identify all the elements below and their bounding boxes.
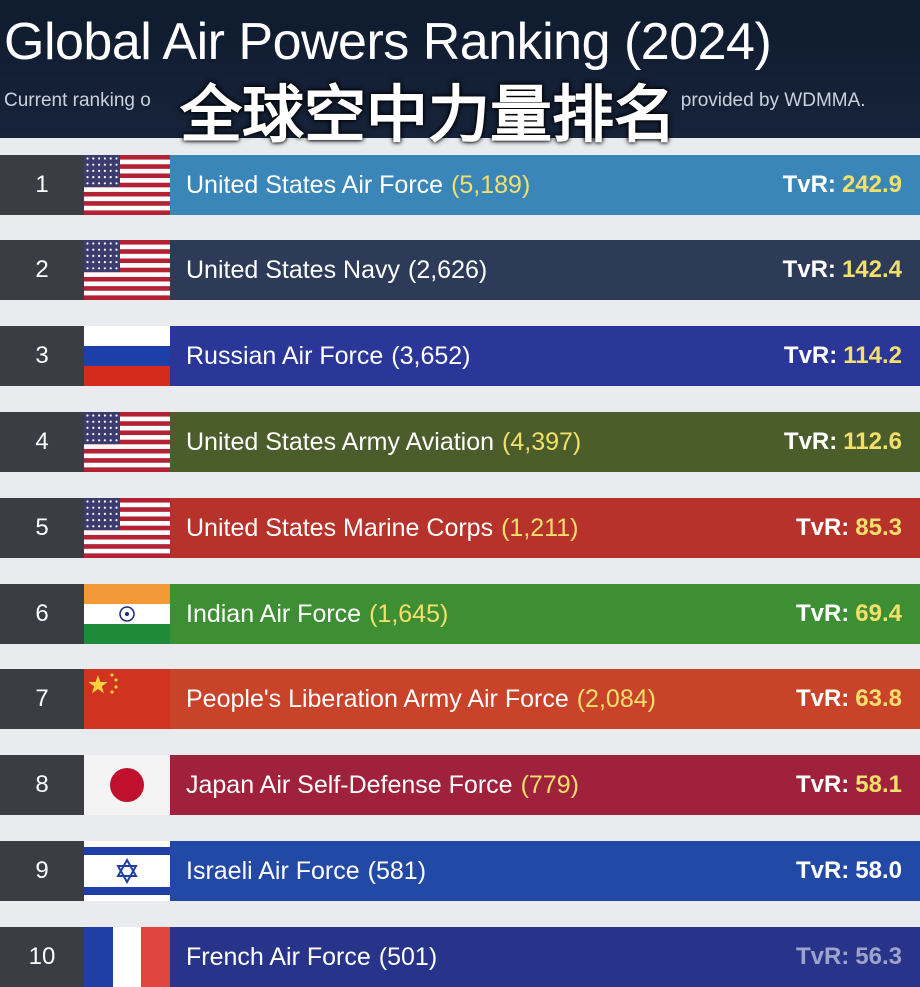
tvr-label: TvR: [783,428,838,455]
tvr-value: 114.2 [843,342,902,369]
usa-flag-icon [84,498,170,558]
air-force-name: People's Liberation Army Air Force [186,684,569,713]
tvr-value: 58.1 [855,771,902,798]
rank-number: 7 [0,669,84,729]
aircraft-count: (4,397) [502,427,582,456]
usa-flag-icon [84,155,170,215]
air-force-name: United States Air Force [186,170,444,199]
tvr-label: TvR: [782,171,836,198]
aircraft-count: (501) [378,942,438,971]
aircraft-count: (1,645) [369,599,449,628]
aircraft-count: (779) [520,770,579,799]
tvr-label: TvR: [795,943,850,970]
tvr-label: TvR: [795,600,850,627]
air-force-name: Japan Air Self-Defense Force [186,770,513,799]
aircraft-count: (2,626) [408,255,488,284]
rank-number: 3 [0,326,84,386]
ranking-row-2: 2 United States Navy (2,626) TvR: 142.4 [0,240,920,300]
china-flag-icon [84,669,170,729]
tvr-value: 58.0 [855,857,902,884]
air-force-name: United States Marine Corps [186,513,494,542]
rank-number: 9 [0,841,84,901]
tvr-score: TvR: 85.3 [796,514,902,542]
russia-flag-icon [84,326,170,386]
ranking-bar: French Air Force (501) TvR: 56.3 [170,927,920,987]
subtitle-right: provided by WDMMA. [680,90,866,111]
tvr-score: TvR: 56.3 [796,943,902,971]
rank-number: 2 [0,240,84,300]
ranking-row-7: 7 People's Liberation Army Air Force (2,… [0,669,920,729]
subtitle-left: Current ranking o [4,90,151,111]
rank-number: 10 [0,927,84,987]
tvr-score: TvR: 69.4 [796,600,902,628]
air-force-name: Israeli Air Force [186,856,360,885]
tvr-value: 112.6 [843,428,902,455]
tvr-value: 69.4 [855,600,902,627]
ranking-row-6: 6 Indian Air Force (1,645) TvR: 69.4 [0,584,920,644]
ranking-bar: United States Navy (2,626) TvR: 142.4 [170,240,920,300]
ranking-bar: Indian Air Force (1,645) TvR: 69.4 [170,584,920,644]
ranking-row-3: 3 Russian Air Force (3,652) TvR: 114.2 [0,326,920,386]
ranking-row-1: 1 United States Air Force (5,189) TvR: 24… [0,155,920,215]
tvr-value: 242.9 [841,171,902,198]
rank-number: 6 [0,584,84,644]
ranking-bar: United States Air Force (5,189) TvR: 242.… [170,155,920,215]
page-title: Global Air Powers Ranking (2024) [4,13,772,71]
ranking-row-10: 10 French Air Force (501) TvR: 56.3 [0,927,920,987]
tvr-value: 63.8 [855,685,902,712]
tvr-label: TvR: [795,771,850,798]
ranking-bar: Russian Air Force (3,652) TvR: 114.2 [170,326,920,386]
page-subtitle: Current ranking o provided by WDMMA. [4,90,866,112]
israel-flag-icon [84,841,170,901]
ranking-bar: Japan Air Self-Defense Force (779) TvR: 5… [170,755,920,815]
tvr-score: TvR: 142.4 [783,256,902,284]
tvr-label: TvR: [783,342,838,369]
france-flag-icon [84,927,170,987]
chinese-overlay-title: 全球空中力量排名 [180,78,677,151]
aircraft-count: (3,652) [391,341,471,370]
tvr-label: TvR: [795,685,850,712]
air-force-name: Russian Air Force [186,341,384,370]
rank-number: 8 [0,755,84,815]
aircraft-count: (1,211) [501,513,579,542]
rank-number: 4 [0,412,84,472]
tvr-score: TvR: 242.9 [783,171,902,199]
rank-number: 5 [0,498,84,558]
rank-number: 1 [0,155,84,215]
tvr-value: 56.3 [855,943,902,970]
usa-flag-icon [84,240,170,300]
tvr-score: TvR: 112.6 [784,428,902,456]
ranking-row-8: 8 Japan Air Self-Defense Force (779) TvR… [0,755,920,815]
air-force-name: United States Navy [186,255,400,284]
aircraft-count: (2,084) [576,684,656,713]
tvr-label: TvR: [782,256,836,283]
tvr-label: TvR: [795,514,850,541]
air-force-name: United States Army Aviation [186,427,495,456]
ranking-bar: United States Army Aviation (4,397) TvR:… [170,412,920,472]
air-force-name: Indian Air Force [186,599,362,628]
tvr-score: TvR: 58.0 [796,857,902,885]
ranking-bar: People's Liberation Army Air Force (2,08… [170,669,920,729]
aircraft-count: (581) [367,856,427,885]
ranking-row-4: 4 United States Army Aviation (4,397) Tv… [0,412,920,472]
tvr-value: 85.3 [855,514,902,541]
tvr-score: TvR: 114.2 [784,342,902,370]
ranking-bar: United States Marine Corps (1,211) TvR: 8… [170,498,920,558]
tvr-value: 142.4 [841,256,902,283]
tvr-score: TvR: 63.8 [796,685,902,713]
tvr-score: TvR: 58.1 [796,771,902,799]
air-force-name: French Air Force [186,942,371,971]
ranking-row-5: 5 United States Marine Corps (1,211) TvR… [0,498,920,558]
ranking-row-9: 9 Israeli Air Force (581) TvR: 58.0 [0,841,920,901]
tvr-label: TvR: [795,857,850,884]
japan-flag-icon [84,755,170,815]
india-flag-icon [84,584,170,644]
ranking-bar: Israeli Air Force (581) TvR: 58.0 [170,841,920,901]
aircraft-count: (5,189) [451,170,531,199]
header: Global Air Powers Ranking (2024) Current… [0,0,920,151]
usa-flag-icon [84,412,170,472]
